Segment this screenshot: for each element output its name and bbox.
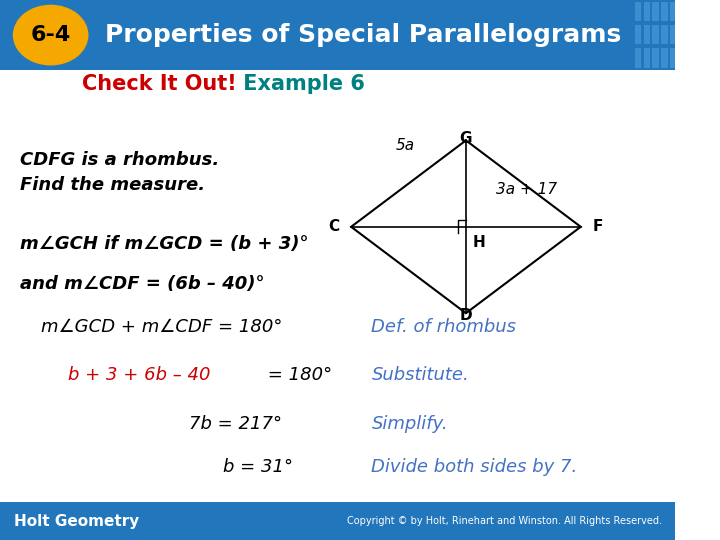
FancyBboxPatch shape xyxy=(0,502,675,540)
Text: = 180°: = 180° xyxy=(262,366,332,384)
Text: Check It Out!: Check It Out! xyxy=(81,73,236,94)
Text: b + 3 + 6b – 40: b + 3 + 6b – 40 xyxy=(68,366,210,384)
Text: m∠GCH if m∠GCD = (b + 3)°: m∠GCH if m∠GCD = (b + 3)° xyxy=(20,235,309,253)
Text: C: C xyxy=(328,219,339,234)
FancyBboxPatch shape xyxy=(705,2,712,21)
Text: b = 31°: b = 31° xyxy=(222,458,293,476)
FancyBboxPatch shape xyxy=(652,2,659,21)
FancyBboxPatch shape xyxy=(714,2,720,21)
FancyBboxPatch shape xyxy=(670,49,677,68)
FancyBboxPatch shape xyxy=(661,49,668,68)
FancyBboxPatch shape xyxy=(652,25,659,44)
FancyBboxPatch shape xyxy=(679,25,685,44)
FancyBboxPatch shape xyxy=(688,49,694,68)
Text: Example 6: Example 6 xyxy=(236,73,365,94)
FancyBboxPatch shape xyxy=(679,2,685,21)
FancyBboxPatch shape xyxy=(635,2,642,21)
Text: Def. of rhombus: Def. of rhombus xyxy=(372,318,516,336)
Text: 3a + 17: 3a + 17 xyxy=(496,181,557,197)
Text: D: D xyxy=(459,308,472,323)
Text: m∠GCD + m∠CDF = 180°: m∠GCD + m∠CDF = 180° xyxy=(40,318,282,336)
Circle shape xyxy=(14,5,88,65)
Text: CDFG is a rhombus.
Find the measure.: CDFG is a rhombus. Find the measure. xyxy=(20,151,220,194)
FancyBboxPatch shape xyxy=(661,2,668,21)
FancyBboxPatch shape xyxy=(670,25,677,44)
Text: Copyright © by Holt, Rinehart and Winston. All Rights Reserved.: Copyright © by Holt, Rinehart and Winsto… xyxy=(347,516,662,526)
Text: and m∠CDF = (6b – 40)°: and m∠CDF = (6b – 40)° xyxy=(20,275,265,293)
FancyBboxPatch shape xyxy=(652,49,659,68)
FancyBboxPatch shape xyxy=(644,2,650,21)
FancyBboxPatch shape xyxy=(670,2,677,21)
FancyBboxPatch shape xyxy=(696,49,703,68)
FancyBboxPatch shape xyxy=(661,25,668,44)
Text: Properties of Special Parallelograms: Properties of Special Parallelograms xyxy=(104,23,621,47)
FancyBboxPatch shape xyxy=(688,2,694,21)
FancyBboxPatch shape xyxy=(635,25,642,44)
Text: G: G xyxy=(459,131,472,146)
FancyBboxPatch shape xyxy=(688,25,694,44)
FancyBboxPatch shape xyxy=(705,25,712,44)
Text: 5a: 5a xyxy=(395,138,415,153)
Text: F: F xyxy=(593,219,603,234)
Text: Divide both sides by 7.: Divide both sides by 7. xyxy=(372,458,577,476)
Text: 6-4: 6-4 xyxy=(30,25,71,45)
FancyBboxPatch shape xyxy=(644,25,650,44)
FancyBboxPatch shape xyxy=(679,49,685,68)
FancyBboxPatch shape xyxy=(696,2,703,21)
FancyBboxPatch shape xyxy=(714,49,720,68)
Text: Holt Geometry: Holt Geometry xyxy=(14,514,139,529)
Text: H: H xyxy=(473,235,485,250)
FancyBboxPatch shape xyxy=(0,0,675,70)
FancyBboxPatch shape xyxy=(644,49,650,68)
FancyBboxPatch shape xyxy=(696,25,703,44)
Text: Simplify.: Simplify. xyxy=(372,415,448,433)
FancyBboxPatch shape xyxy=(714,25,720,44)
Text: Substitute.: Substitute. xyxy=(372,366,469,384)
FancyBboxPatch shape xyxy=(705,49,712,68)
FancyBboxPatch shape xyxy=(635,49,642,68)
Text: 7b = 217°: 7b = 217° xyxy=(189,415,282,433)
